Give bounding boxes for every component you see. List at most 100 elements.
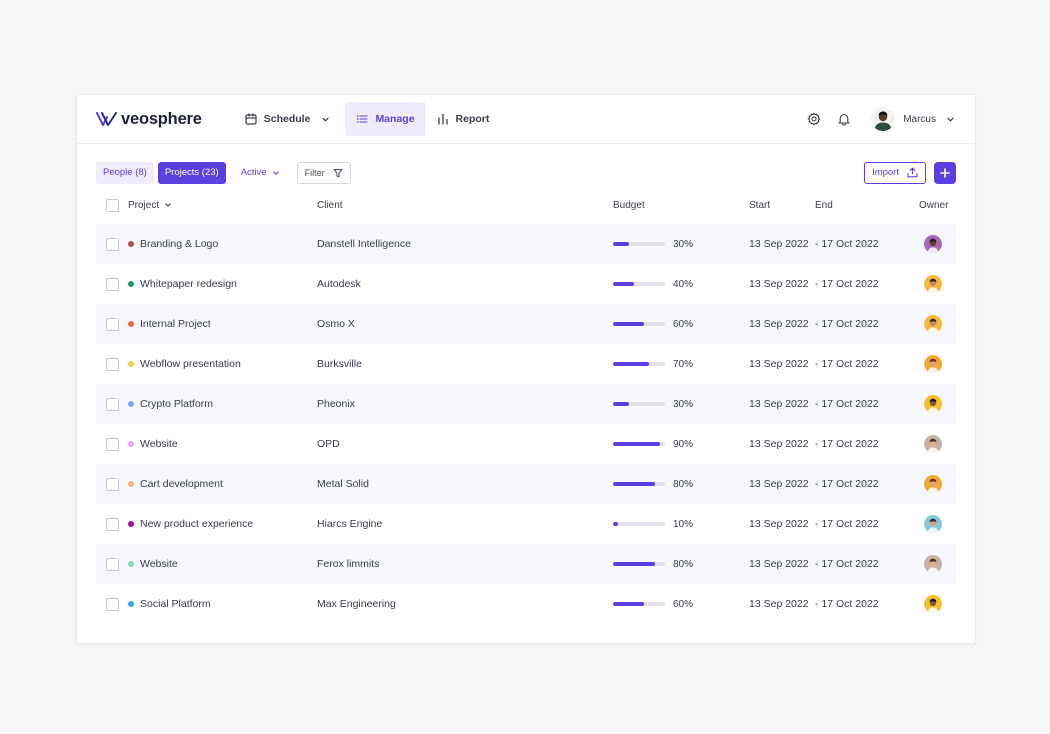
avatar-shirt — [927, 567, 939, 573]
table-row[interactable]: Whitepaper redesign Autodesk 40% 13 Sep … — [96, 264, 956, 304]
tab-people[interactable]: People (8) — [96, 161, 154, 184]
settings-button[interactable] — [805, 110, 823, 128]
row-checkbox[interactable] — [106, 317, 119, 331]
add-project-button[interactable] — [934, 161, 956, 184]
list-icon — [357, 115, 368, 123]
table-row[interactable]: Website OPD 90% 13 Sep 2022 - 17 Oct 202… — [96, 424, 956, 464]
nav-schedule[interactable]: Schedule — [234, 102, 342, 136]
client-name: Autodesk — [317, 278, 361, 290]
owner-cell[interactable] — [919, 235, 946, 253]
owner-cell[interactable] — [919, 595, 946, 613]
tab-projects[interactable]: Projects (23) — [157, 161, 226, 184]
budget-progress-bar — [613, 442, 665, 446]
avatar-hair — [929, 318, 937, 323]
row-checkbox[interactable] — [106, 477, 119, 491]
avatar-shirt — [927, 327, 939, 333]
avatar-shirt — [927, 367, 939, 373]
table-row[interactable]: Crypto Platform Pheonix 30% 13 Sep 2022 … — [96, 384, 956, 424]
filter-button[interactable]: Filter — [296, 161, 351, 184]
column-client: Client — [317, 199, 343, 211]
view-switcher: People (8) Projects (23) — [96, 161, 226, 184]
owner-cell[interactable] — [919, 315, 946, 333]
column-end: End — [815, 199, 833, 211]
project-color-dot — [128, 401, 134, 407]
start-date: 13 Sep 2022 — [749, 478, 809, 490]
chevron-down-icon — [165, 203, 171, 207]
nav-report[interactable]: Report — [426, 102, 501, 136]
table-row[interactable]: Social Platform Max Engineering 60% 13 S… — [96, 584, 956, 624]
plus-icon — [940, 167, 950, 178]
main-nav: Schedule Manage — [234, 95, 501, 143]
row-checkbox[interactable] — [106, 357, 119, 371]
budget-progress-bar — [613, 362, 665, 366]
client-name: Danstell Intelligence — [317, 238, 411, 250]
row-checkbox[interactable] — [106, 517, 119, 531]
project-cell: Branding & Logo — [128, 238, 317, 250]
avatar-hair — [929, 598, 937, 603]
column-project[interactable]: Project — [128, 200, 317, 211]
table-row[interactable]: Webflow presentation Burksville 70% 13 S… — [96, 344, 956, 384]
table-row[interactable]: Cart development Metal Solid 80% 13 Sep … — [96, 464, 956, 504]
user-menu[interactable]: Marcus — [871, 107, 955, 131]
end-date: - 17 Oct 2022 — [815, 598, 879, 610]
end-date: - 17 Oct 2022 — [815, 438, 879, 450]
start-date: 13 Sep 2022 — [749, 518, 809, 530]
avatar-hair — [929, 478, 937, 483]
project-cell: Website — [128, 438, 317, 450]
table-row[interactable]: Internal Project Osmo X 60% 13 Sep 2022 … — [96, 304, 956, 344]
owner-cell[interactable] — [919, 275, 946, 293]
budget-cell: 30% — [613, 239, 749, 250]
owner-cell[interactable] — [919, 515, 946, 533]
budget-progress-fill — [613, 482, 655, 486]
start-date: 13 Sep 2022 — [749, 318, 809, 330]
table-row[interactable]: Branding & Logo Danstell Intelligence 30… — [96, 224, 956, 264]
table-row[interactable]: New product experience Hiarcs Engine 10%… — [96, 504, 956, 544]
table-row[interactable]: Website Ferox limmits 80% 13 Sep 2022 - … — [96, 544, 956, 584]
nav-actions: Marcus — [805, 107, 955, 131]
avatar-shirt — [927, 447, 939, 453]
project-name: New product experience — [140, 518, 254, 530]
calendar-icon — [245, 113, 257, 125]
row-checkbox[interactable] — [106, 557, 119, 571]
nav-manage[interactable]: Manage — [345, 102, 426, 136]
brand-logo[interactable]: veosphere — [96, 110, 202, 129]
owner-cell[interactable] — [919, 395, 946, 413]
budget-percent: 40% — [673, 278, 694, 290]
budget-progress-fill — [613, 602, 645, 606]
owner-cell[interactable] — [919, 555, 946, 573]
select-all-checkbox[interactable] — [106, 198, 119, 212]
budget-progress-bar — [613, 242, 665, 246]
project-color-dot — [128, 521, 134, 527]
status-dropdown[interactable]: Active — [241, 167, 280, 178]
row-checkbox[interactable] — [106, 597, 119, 611]
avatar-shirt — [927, 247, 939, 253]
row-checkbox[interactable] — [106, 277, 119, 291]
avatar-shirt — [927, 487, 939, 493]
end-date: - 17 Oct 2022 — [815, 318, 879, 330]
budget-progress-fill — [613, 362, 650, 366]
owner-cell[interactable] — [919, 355, 946, 373]
project-name: Whitepaper redesign — [140, 278, 237, 290]
budget-cell: 60% — [613, 319, 749, 330]
avatar-hair — [929, 358, 937, 363]
client-name: Max Engineering — [317, 598, 396, 610]
import-button[interactable]: Import — [864, 161, 926, 184]
budget-percent: 60% — [673, 598, 694, 610]
owner-cell[interactable] — [919, 435, 946, 453]
row-checkbox[interactable] — [106, 397, 119, 411]
budget-progress-fill — [613, 322, 645, 326]
project-color-dot — [128, 281, 134, 287]
row-checkbox[interactable] — [106, 437, 119, 451]
row-checkbox[interactable] — [106, 237, 119, 251]
budget-cell: 40% — [613, 279, 749, 290]
end-date: - 17 Oct 2022 — [815, 478, 879, 490]
budget-progress-fill — [613, 442, 660, 446]
budget-progress-fill — [613, 242, 629, 246]
project-name: Internal Project — [140, 318, 211, 330]
notifications-button[interactable] — [835, 110, 853, 128]
start-date: 13 Sep 2022 — [749, 358, 809, 370]
budget-cell: 10% — [613, 519, 749, 530]
nav-report-label: Report — [455, 113, 490, 125]
owner-cell[interactable] — [919, 475, 946, 493]
project-cell: Social Platform — [128, 598, 317, 610]
